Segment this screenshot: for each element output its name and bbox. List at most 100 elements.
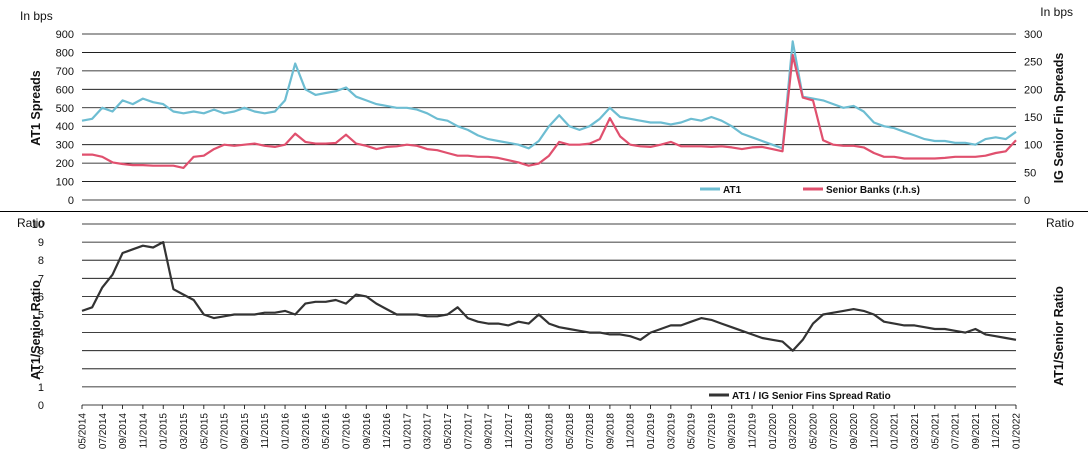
x-tick-label: 11/2019: [748, 413, 759, 449]
x-tick-label: 09/2019: [727, 413, 738, 450]
top-right-tick-label: 200: [1024, 84, 1042, 96]
top-left-tick-label: 400: [56, 121, 74, 133]
x-tick-label: 05/2021: [930, 413, 941, 450]
x-tick-label: 07/2017: [463, 413, 474, 450]
bottom-left-tick-label: 0: [38, 400, 44, 412]
top-left-tick-label: 800: [56, 47, 74, 59]
x-tick-label: 07/2018: [585, 413, 596, 450]
top-left-tick-label: 500: [56, 103, 74, 115]
x-tick-label: 03/2020: [788, 413, 799, 450]
x-tick-label: 01/2019: [646, 413, 657, 450]
top-gridlines: [82, 33, 1016, 201]
top-left-tick-label: 300: [56, 140, 74, 152]
x-tick-label: 07/2021: [951, 413, 962, 450]
x-tick-label: 09/2014: [118, 413, 129, 450]
top-left-ticks: 900 800 700 600 500 400 300 200 100 0: [56, 29, 74, 207]
at1-series-line: [81, 40, 1017, 150]
top-series-group: [81, 40, 1017, 169]
x-tick-label: 01/2016: [281, 413, 292, 450]
top-left-unit-label: In bps: [20, 9, 53, 23]
legend-ratio-label: AT1 / IG Senior Fins Spread Ratio: [732, 391, 891, 402]
x-tick-label: 01/2021: [890, 413, 901, 450]
x-tick-label: 09/2018: [605, 413, 616, 450]
x-tick-label: 07/2016: [342, 413, 353, 450]
x-tick-label: 03/2019: [666, 413, 677, 450]
ratio-series-line: [81, 241, 1017, 352]
x-tick-label: 07/2015: [220, 413, 231, 450]
x-tick-label: 03/2017: [423, 413, 434, 450]
bottom-legend: AT1 / IG Senior Fins Spread Ratio: [709, 391, 891, 402]
bottom-right-unit-label: Ratio: [1046, 216, 1074, 230]
x-tick-label: 11/2018: [626, 413, 637, 449]
x-tick-label: 05/2019: [687, 413, 698, 450]
top-left-tick-label: 700: [56, 66, 74, 78]
bottom-left-tick-label: 5: [38, 310, 44, 322]
x-tick-label: 05/2017: [443, 413, 454, 450]
top-right-unit-label: In bps: [1040, 5, 1073, 19]
at1-spreads-axis-title: AT1 Spreads: [29, 70, 43, 146]
x-tick-label: 05/2016: [321, 413, 332, 450]
top-left-tick-label: 600: [56, 84, 74, 96]
x-tick-label: 11/2014: [138, 413, 149, 449]
x-tick-label: 09/2016: [362, 413, 373, 450]
x-axis-ticks: 05/2014 07/2014 09/2014 11/2014 01/2015 03/20…: [78, 405, 1023, 449]
top-right-tick-label: 100: [1024, 140, 1042, 152]
bottom-left-tick-label: 4: [38, 328, 44, 340]
top-right-ticks: 300 250 200 150 100 50 0: [1024, 29, 1042, 207]
x-tick-label: 05/2020: [809, 413, 820, 450]
x-tick-label: 07/2019: [707, 413, 718, 450]
x-tick-label: 09/2015: [240, 413, 251, 450]
top-left-tick-label: 200: [56, 158, 74, 170]
ratio-left-axis-title: AT1/Senior Ratio: [29, 280, 43, 380]
x-tick-label: 05/2018: [565, 413, 576, 450]
top-right-tick-label: 0: [1024, 195, 1030, 207]
bottom-left-tick-label: 6: [38, 291, 44, 303]
x-tick-label: 03/2021: [910, 413, 921, 450]
bottom-gridlines: [82, 223, 1016, 406]
ig-senior-axis-title: IG Senior Fin Spreads: [1052, 53, 1066, 184]
bottom-left-tick-label: 7: [38, 273, 44, 285]
bottom-left-tick-label: 1: [38, 382, 44, 394]
x-tick-label: 09/2021: [971, 413, 982, 450]
bottom-series-group: [81, 241, 1017, 352]
top-right-tick-label: 50: [1024, 167, 1036, 179]
bottom-left-tick-label: 10: [32, 219, 44, 231]
x-tick-label: 03/2018: [545, 413, 556, 450]
x-tick-label: 11/2021: [991, 413, 1002, 449]
bottom-left-tick-label: 9: [38, 237, 44, 249]
top-right-tick-label: 250: [1024, 57, 1042, 69]
bottom-left-tick-label: 2: [38, 364, 44, 376]
x-tick-label: 03/2016: [301, 413, 312, 450]
top-right-tick-label: 150: [1024, 112, 1042, 124]
x-tick-label: 09/2017: [484, 413, 495, 450]
x-tick-label: 07/2020: [829, 413, 840, 450]
x-tick-label: 01/2020: [768, 413, 779, 450]
x-tick-label: 05/2015: [199, 413, 210, 450]
top-left-tick-label: 900: [56, 29, 74, 41]
x-tick-label: 07/2014: [98, 413, 109, 450]
x-tick-label: 11/2020: [869, 413, 880, 449]
x-tick-label: 01/2022: [1012, 413, 1023, 450]
x-tick-label: 01/2015: [159, 413, 170, 450]
bottom-left-tick-label: 3: [38, 346, 44, 358]
x-tick-label: 09/2020: [849, 413, 860, 450]
x-tick-label: 01/2018: [524, 413, 535, 450]
legend-at1-label: AT1: [723, 185, 742, 196]
top-left-tick-label: 100: [56, 177, 74, 189]
x-tick-label: 01/2017: [402, 413, 413, 450]
x-tick-label: 11/2015: [260, 413, 271, 449]
x-tick-label: 05/2014: [78, 413, 89, 450]
ratio-right-axis-title: AT1/Senior Ratio: [1052, 286, 1066, 386]
top-right-tick-label: 300: [1024, 29, 1042, 41]
x-tick-label: 11/2016: [382, 413, 393, 449]
legend-senior-label: Senior Banks (r.h.s): [826, 185, 920, 196]
x-tick-label: 03/2015: [179, 413, 190, 450]
bottom-left-unit-label: Ratio: [17, 216, 45, 230]
bottom-left-tick-label: 8: [38, 255, 44, 267]
senior-banks-series-line: [82, 53, 1017, 169]
top-left-tick-label: 0: [68, 195, 74, 207]
top-legend: AT1 Senior Banks (r.h.s): [700, 185, 920, 196]
x-tick-label: 11/2017: [504, 413, 515, 449]
